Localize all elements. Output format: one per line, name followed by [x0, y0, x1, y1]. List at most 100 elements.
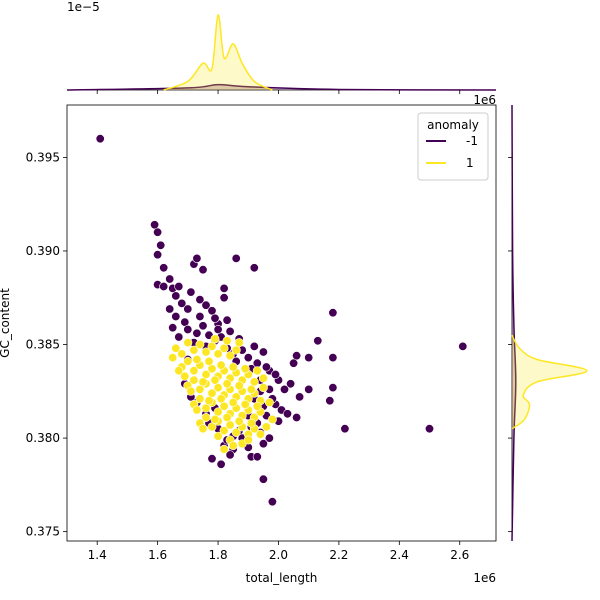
scatter-point-anomaly-84 — [270, 369, 280, 379]
scatter-point-normal-68 — [246, 384, 256, 394]
scatter-point-normal-77 — [246, 418, 256, 428]
scatter-point-anomaly-8 — [165, 274, 175, 284]
scatter-point-anomaly-10 — [171, 291, 181, 301]
x-tick-label: 2.4 — [390, 548, 409, 562]
scatter-point-normal-92 — [252, 366, 262, 376]
scatter-point-normal-86 — [198, 424, 208, 434]
scatter-points — [95, 134, 468, 507]
scatter-point-normal-26 — [195, 384, 205, 394]
right-kde-area-anomaly — [512, 105, 516, 541]
scatter-point-anomaly-25 — [249, 263, 259, 273]
scatter-point-normal-1 — [177, 349, 187, 359]
scatter-point-anomaly-102 — [168, 323, 178, 333]
scatter-point-anomaly-20 — [201, 300, 211, 310]
scatter-point-normal-64 — [198, 377, 208, 387]
x-tick-label: 2.6 — [450, 548, 469, 562]
scatter-point-anomaly-27 — [222, 315, 232, 325]
scatter-point-anomaly-67 — [258, 474, 268, 484]
scatter-point-anomaly-35 — [304, 353, 314, 363]
scatter-point-normal-65 — [210, 375, 220, 385]
scatter-point-normal-69 — [204, 396, 214, 406]
scatter-point-anomaly-43 — [279, 384, 289, 394]
scatter-point-anomaly-105 — [195, 311, 205, 321]
scatter-point-anomaly-42 — [286, 379, 296, 389]
x-axis-ticks: 1.4 1.6 1.8 2.0 2.2 2.4 2.6 — [88, 90, 469, 562]
scatter-point-normal-88 — [264, 397, 274, 407]
scatter-point-normal-10 — [231, 345, 241, 355]
right-kde-area-normal — [512, 335, 587, 429]
right-marginal-kde — [511, 104, 588, 542]
scatter-point-normal-38 — [195, 394, 205, 404]
x-tick-label: 1.4 — [88, 548, 107, 562]
scatter-point-anomaly-118 — [282, 409, 292, 419]
right-kde-line-anomaly — [511, 104, 517, 542]
scatter-point-normal-82 — [261, 422, 271, 432]
scatter-point-anomaly-4 — [153, 250, 163, 260]
scatter-point-normal-94 — [222, 336, 232, 346]
scatter-point-normal-12 — [183, 356, 193, 366]
scatter-point-anomaly-5 — [159, 263, 169, 273]
scatter-point-anomaly-12 — [177, 298, 187, 308]
scatter-point-anomaly-3 — [156, 240, 166, 250]
scatter-point-anomaly-73 — [183, 324, 193, 334]
scatter-point-normal-78 — [213, 431, 223, 441]
scatter-point-anomaly-65 — [207, 454, 217, 464]
scatter-point-anomaly-36 — [313, 336, 323, 346]
scatter-point-normal-84 — [186, 386, 196, 396]
x-axis-offset-label: 1e6 — [473, 571, 496, 585]
scatter-point-normal-59 — [192, 354, 202, 364]
scatter-point-normal-89 — [267, 414, 277, 424]
scatter-point-normal-60 — [204, 356, 214, 366]
scatter-point-normal-74 — [210, 414, 220, 424]
scatter-point-normal-0 — [171, 343, 181, 353]
scatter-point-normal-75 — [222, 412, 232, 422]
scatter-point-normal-55 — [231, 427, 241, 437]
x-tick-label: 2.0 — [269, 548, 288, 562]
scatter-point-normal-66 — [222, 379, 232, 389]
scatter-point-anomaly-17 — [198, 265, 208, 275]
legend-label: 1 — [466, 156, 474, 170]
scatter-point-anomaly-104 — [183, 304, 193, 314]
scatter-point-anomaly-74 — [192, 328, 202, 338]
plot-frame — [66, 104, 497, 542]
top-marginal-offset-label: 1e−5 — [67, 0, 100, 14]
scatter-point-normal-23 — [249, 377, 259, 387]
scatter-point-anomaly-19 — [195, 295, 205, 305]
scatter-point-normal-6 — [207, 341, 217, 351]
scatter-point-anomaly-39 — [458, 341, 468, 351]
scatter-point-normal-97 — [228, 441, 238, 451]
scatter-point-anomaly-56 — [264, 433, 274, 443]
scatter-point-anomaly-103 — [165, 304, 175, 314]
top-kde-area-normal — [163, 14, 273, 90]
scatter-point-anomaly-83 — [261, 362, 271, 372]
scatter-point-anomaly-53 — [424, 424, 434, 434]
scatter-point-normal-72 — [240, 399, 250, 409]
scatter-point-normal-53 — [219, 426, 229, 436]
scatter-point-anomaly-58 — [258, 439, 268, 449]
y-axis-label: GC_content — [0, 288, 12, 358]
scatter-point-anomaly-13 — [171, 311, 181, 321]
scatter-point-anomaly-2 — [153, 227, 163, 237]
scatter-point-anomaly-23 — [219, 293, 229, 303]
scatter-point-anomaly-81 — [243, 353, 253, 363]
scatter-point-normal-93 — [258, 373, 268, 383]
scatter-point-normal-3 — [189, 345, 199, 355]
scatter-point-anomaly-62 — [225, 450, 235, 460]
y-axis-ticks: 0.375 0.380 0.385 0.390 0.395 — [26, 150, 512, 539]
scatter-point-normal-42 — [219, 401, 229, 411]
y-tick-label: 0.380 — [26, 431, 60, 445]
scatter-point-anomaly-47 — [325, 396, 335, 406]
scatter-point-anomaly-72 — [174, 332, 184, 342]
scatter-point-normal-29 — [213, 383, 223, 393]
scatter-point-anomaly-29 — [213, 324, 223, 334]
scatter-point-anomaly-7 — [159, 281, 169, 291]
scatter-point-normal-83 — [180, 371, 190, 381]
scatter-point-normal-5 — [201, 347, 211, 357]
scatter-point-anomaly-46 — [328, 383, 338, 393]
scatter-point-anomaly-45 — [304, 384, 314, 394]
scatter-point-anomaly-21 — [207, 306, 217, 316]
scatter-point-anomaly-37 — [328, 308, 338, 318]
scatter-point-normal-8 — [219, 343, 229, 353]
scatter-point-normal-41 — [213, 407, 223, 417]
scatter-point-normal-81 — [255, 429, 265, 439]
